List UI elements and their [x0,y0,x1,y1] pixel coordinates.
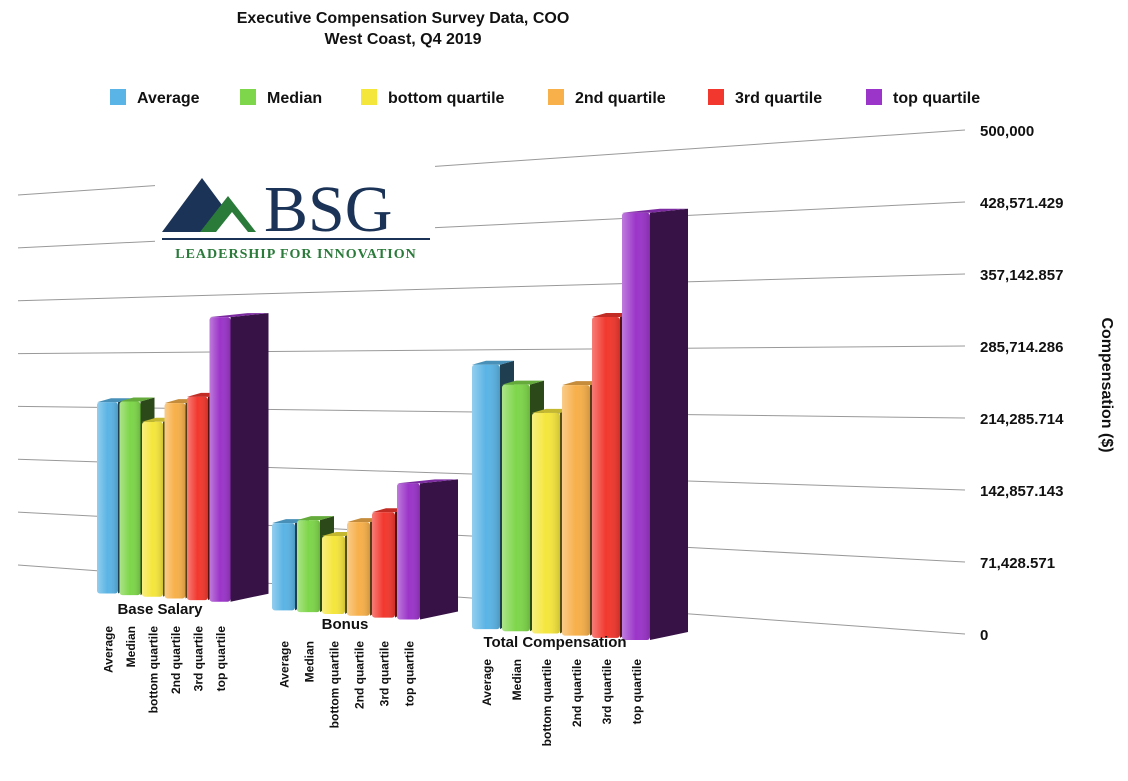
logo-mark [200,196,256,232]
grid-line [17,273,966,302]
bar-shade [164,403,186,599]
bar-top [119,397,155,402]
chart-subtitle: West Coast, Q4 2019 [324,31,481,48]
bar-top [622,208,688,213]
y-tick-label: 285,714.286 [980,339,1063,356]
x-series-label: Median [510,659,524,700]
bar-shade [187,396,208,601]
y-tick-label: 428,571.429 [980,195,1063,212]
x-series-label: 2nd quartile [169,626,183,694]
bar-shade [97,402,118,594]
bar-top [397,479,458,484]
bar-shade [592,316,620,638]
y-tick-label: 500,000 [980,123,1034,140]
bar-shade [532,412,560,634]
bar-shade [562,385,590,636]
bar-side [420,479,458,620]
bar-side [230,313,269,602]
y-tick-label: 357,142.857 [980,267,1063,284]
x-series-label: Average [480,659,494,706]
legend-label: bottom quartile [388,90,505,107]
logo-tagline: LEADERSHIP FOR INNOVATION [175,247,417,262]
x-category-label: Bonus [322,616,369,633]
x-series-label: Median [124,626,138,667]
legend-swatch [548,89,564,105]
x-category-label: Total Compensation [483,634,626,651]
bar-shade [502,384,530,632]
legend-label: Average [137,90,200,107]
x-series-label: Median [303,641,317,682]
legend-label: Median [267,90,322,107]
x-category-label: Base Salary [117,601,203,618]
legend: Average Median bottom quartile 2nd quartile… [110,89,980,107]
bar-top [502,380,544,385]
legend-label: top quartile [893,90,980,107]
x-series-label: bottom quartile [540,659,554,747]
y-tick-label: 71,428.571 [980,555,1055,572]
bar-top [97,398,132,403]
legend-swatch [110,89,126,105]
bar-side [650,208,688,641]
x-series-label: 3rd quartile [378,641,392,707]
grid-line [17,345,966,355]
legend-swatch [361,89,377,105]
y-tick-label: 214,285.714 [980,411,1064,428]
y-axis-label: Compensation ($) [1098,317,1115,452]
bar-shade [297,520,320,613]
x-series-label: 3rd quartile [600,659,614,725]
y-tick-label: 0 [980,627,988,644]
bar-shade [472,364,500,630]
y-tick-label: 142,857.143 [980,483,1063,500]
x-series-label: Average [102,626,116,673]
bar-shade [142,421,163,597]
legend-swatch [866,89,882,105]
x-series-label: top quartile [214,626,228,692]
bar-shade [372,512,395,618]
bar-shade [347,522,370,616]
bar-shade [397,483,420,620]
x-series-label: 3rd quartile [192,626,206,692]
bar-top [472,360,514,365]
bar-shade [272,523,295,611]
logo-mark [216,212,248,232]
x-series-label: Average [278,641,292,688]
x-series-label: bottom quartile [147,626,161,714]
legend-label: 2nd quartile [575,90,666,107]
chart-title: Executive Compensation Survey Data, COO [237,10,570,27]
x-series-label: top quartile [630,659,644,725]
logo: BSG LEADERSHIP FOR INNOVATION [155,165,435,265]
legend-label: 3rd quartile [735,90,822,107]
x-series-label: top quartile [403,641,417,707]
bars: Average Median bottom quartile 2nd quartile… [97,208,688,747]
x-series-label: 2nd quartile [353,641,367,709]
bar-top [297,516,334,521]
bar-shade [119,401,141,596]
logo-text: BSG [264,173,392,246]
legend-swatch [708,89,724,105]
x-series-label: bottom quartile [328,641,342,729]
bar-top [209,313,269,318]
bar-shade [622,212,650,641]
bar-shade [322,536,345,614]
bar-shade [209,317,231,602]
legend-swatch [240,89,256,105]
x-series-label: 2nd quartile [570,659,584,727]
